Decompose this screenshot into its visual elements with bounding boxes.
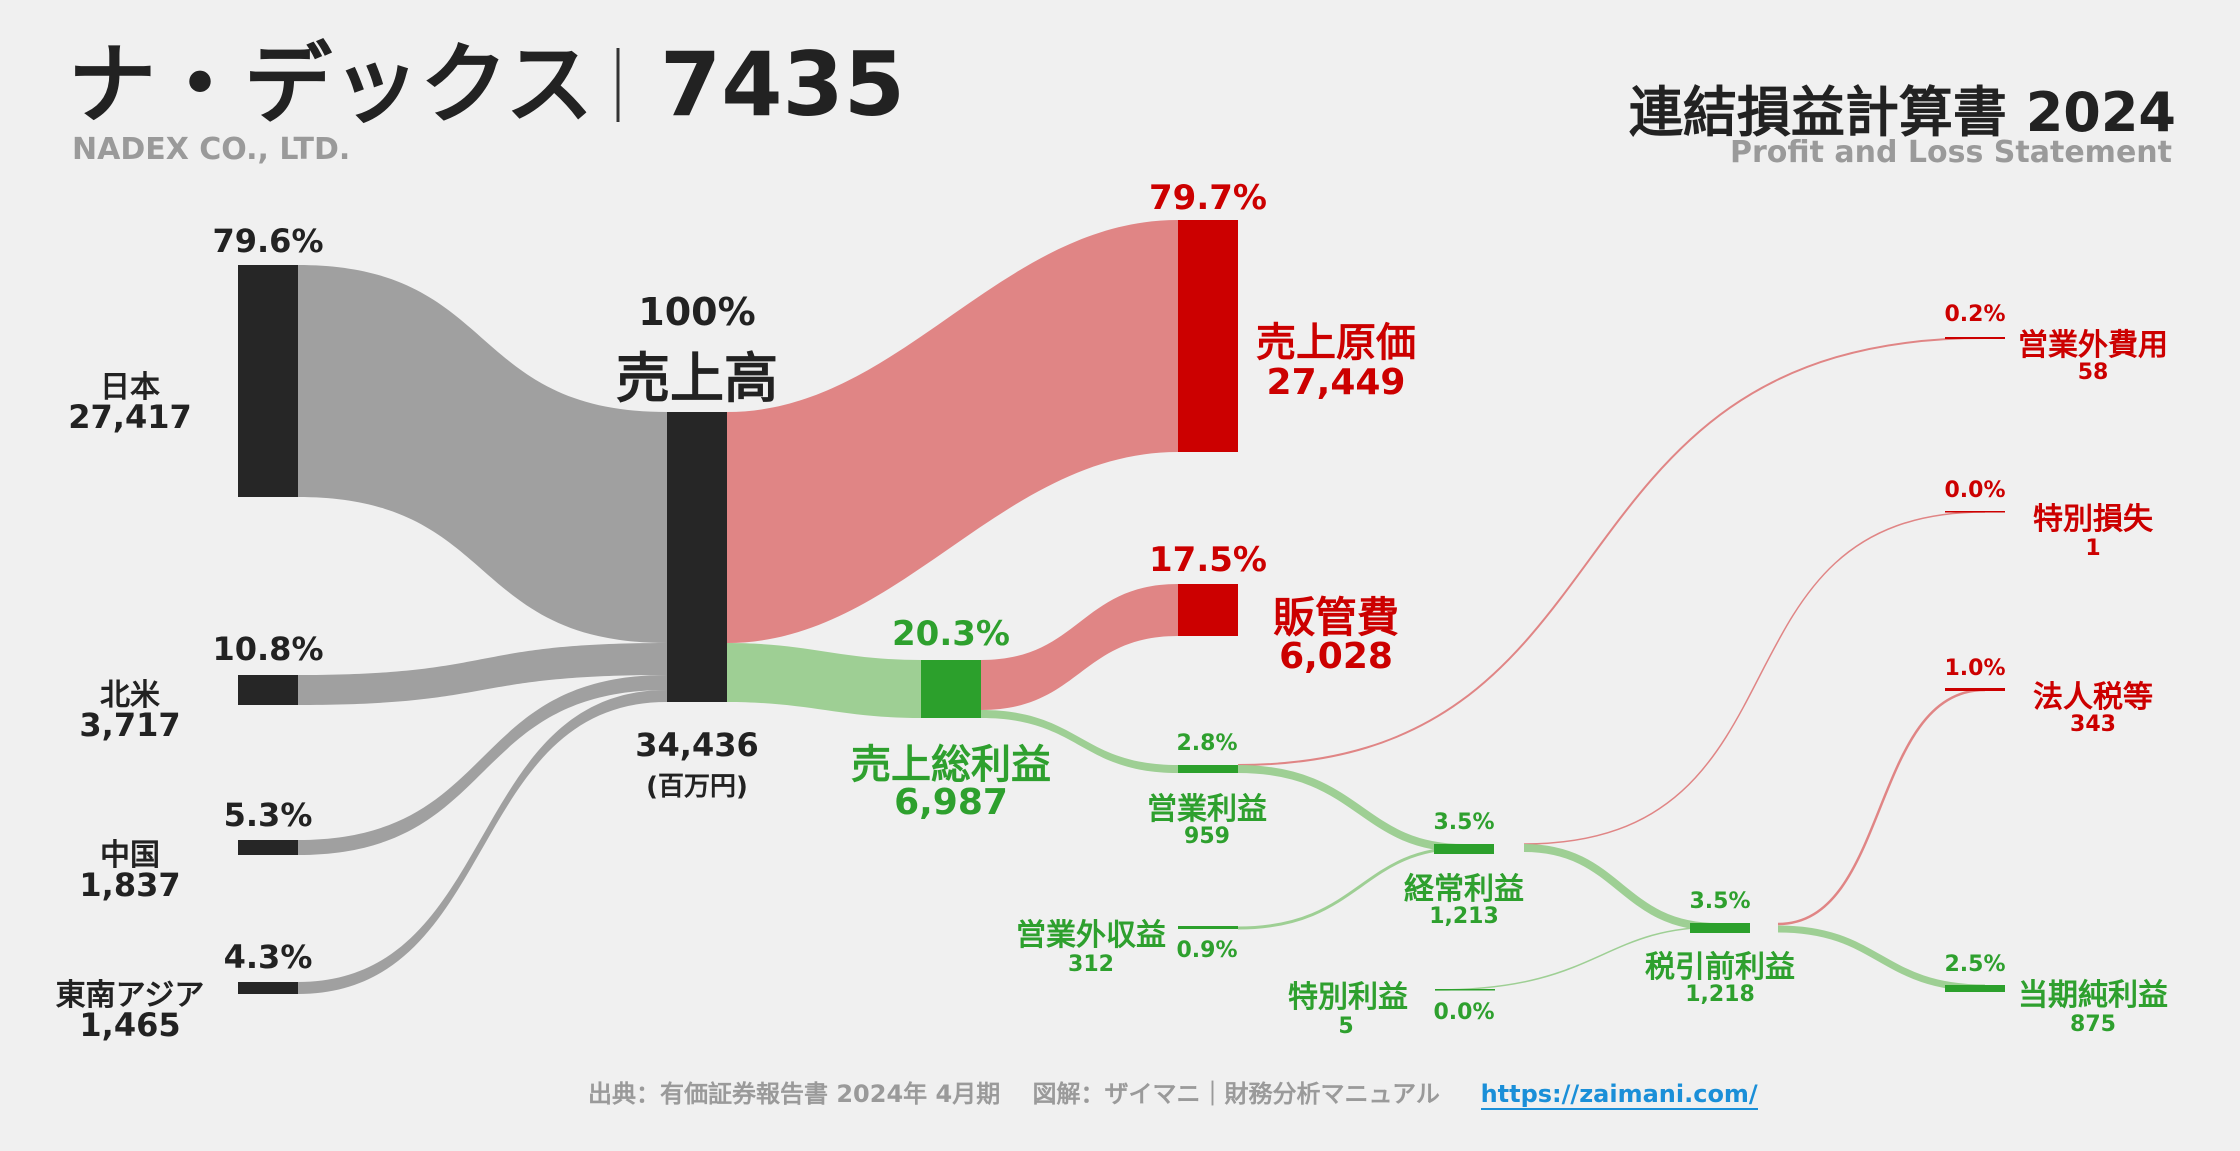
extraordinary-loss-name: 特別損失 [2033, 502, 2153, 537]
node-cost-of-sales [1178, 220, 1238, 452]
extraordinary-income-name: 特別利益 [1288, 980, 1408, 1015]
node-pretax-profit [1690, 923, 1750, 933]
company-english-name: NADEX CO., LTD. [72, 132, 351, 167]
company-name: ナ・デックス [68, 33, 594, 136]
revenue-name: 売上高 [616, 347, 778, 410]
flow-northamerica-to-revenue [298, 643, 667, 705]
footer-source: 出典：有価証券報告書 2024年 4月期 図解：ザイマニ｜財務分析マニュアル [588, 1080, 1440, 1108]
flow-revenue-to-cost [727, 220, 1178, 643]
segment-china-value: 1,837 [79, 866, 181, 904]
node-income-tax [1945, 688, 2005, 691]
gross-profit-pct: 20.3% [892, 614, 1010, 654]
flow-gross-to-operating [981, 710, 1178, 773]
statement-title: 連結損益計算書 2024 [1628, 81, 2176, 144]
node-northamerica [238, 675, 298, 705]
gross-profit-name: 売上総利益 [851, 742, 1051, 788]
segment-sea-value: 1,465 [79, 1006, 181, 1044]
nonop-expense-value: 58 [2077, 360, 2109, 385]
cost-of-sales-name: 売上原価 [1256, 320, 1416, 366]
sga-pct: 17.5% [1149, 540, 1267, 580]
net-profit-name: 当期純利益 [2018, 978, 2168, 1013]
node-sga [1178, 584, 1238, 636]
ordinary-profit-pct: 3.5% [1433, 810, 1495, 835]
operating-profit-value: 959 [1184, 824, 1230, 849]
footer-url-link[interactable]: https://zaimani.com/ [1480, 1080, 1758, 1110]
flow-gross-to-sga [981, 584, 1178, 710]
node-revenue [667, 412, 727, 702]
segment-china-name: 中国 [100, 838, 160, 873]
footer: 出典：有価証券報告書 2024年 4月期 図解：ザイマニ｜財務分析マニュアル h… [588, 1074, 1758, 1110]
node-gross-profit [921, 660, 981, 718]
extraordinary-income-value: 5 [1338, 1014, 1354, 1039]
revenue-value: 34,436 [635, 726, 759, 764]
net-profit-value: 875 [2070, 1012, 2116, 1037]
nonop-expense-pct: 0.2% [1944, 302, 2006, 327]
income-tax-pct: 1.0% [1944, 656, 2006, 681]
income-tax-value: 343 [2070, 712, 2116, 737]
unit-label: (百万円) [646, 772, 748, 802]
ticker-code: 7435 [660, 33, 905, 136]
flow-china-to-revenue [298, 675, 667, 855]
node-nonop-expense [1945, 337, 2005, 339]
node-china [238, 840, 298, 855]
segment-northamerica-name: 北米 [100, 678, 160, 713]
ordinary-profit-value: 1,213 [1429, 904, 1499, 929]
flow-nonop-income-to-ordinary [1237, 846, 1465, 930]
node-operating-profit [1178, 765, 1238, 773]
net-profit-pct: 2.5% [1944, 952, 2006, 977]
flow-revenue-to-gross [727, 643, 921, 718]
flow-sea-to-revenue [298, 690, 667, 994]
node-extraordinary-loss [1945, 511, 2005, 513]
segment-japan-value: 27,417 [68, 398, 192, 436]
pretax-profit-name: 税引前利益 [1645, 950, 1795, 985]
node-nonop-income [1178, 926, 1238, 929]
nonop-income-pct: 0.9% [1176, 938, 1238, 963]
segment-japan-name: 日本 [100, 370, 160, 405]
pretax-profit-pct: 3.5% [1689, 889, 1751, 914]
income-tax-name: 法人税等 [2033, 680, 2153, 715]
flow-japan-to-revenue [298, 265, 667, 643]
ordinary-profit-name: 経常利益 [1404, 872, 1524, 907]
segment-sea-name: 東南アジア [55, 978, 205, 1013]
nonop-income-name: 営業外収益 [1016, 918, 1166, 953]
flow-operating-to-nonop-expense [1237, 337, 1986, 766]
segment-china-pct: 5.3% [223, 796, 313, 834]
extraordinary-loss-value: 1 [2085, 536, 2101, 561]
flow-ordinary-to-extraordinary-loss [1523, 511, 1986, 845]
cost-of-sales-value: 27,449 [1266, 362, 1406, 403]
flow-operating-to-ordinary [1237, 765, 1465, 852]
operating-profit-pct: 2.8% [1176, 731, 1238, 756]
flow-pretax-to-tax [1777, 688, 1986, 926]
gross-profit-value: 6,987 [894, 782, 1008, 823]
cost-of-sales-pct: 79.7% [1149, 178, 1267, 218]
revenue-pct: 100% [638, 290, 756, 334]
operating-profit-name: 営業利益 [1147, 792, 1267, 827]
segment-northamerica-pct: 10.8% [212, 630, 324, 668]
node-extraordinary-income [1435, 989, 1495, 991]
pretax-profit-value: 1,218 [1685, 982, 1755, 1007]
extraordinary-income-pct: 0.0% [1433, 1000, 1495, 1025]
statement-english-title: Profit and Loss Statement [1729, 135, 2172, 170]
node-net-profit [1945, 985, 2005, 992]
node-japan [238, 265, 298, 497]
segment-sea-pct: 4.3% [223, 938, 313, 976]
node-ordinary-profit [1434, 844, 1494, 854]
nonop-income-value: 312 [1068, 952, 1114, 977]
segment-northamerica-value: 3,717 [79, 706, 181, 744]
flow-extraordinary-income-to-pretax [1434, 926, 1719, 991]
node-sea [238, 982, 298, 994]
segment-japan-pct: 79.6% [212, 222, 324, 260]
nonop-expense-name: 営業外費用 [2018, 328, 2168, 363]
extraordinary-loss-pct: 0.0% [1944, 478, 2006, 503]
sga-name: 販管費 [1272, 593, 1400, 642]
sga-value: 6,028 [1279, 636, 1393, 677]
flow-ordinary-to-pretax [1523, 844, 1719, 931]
